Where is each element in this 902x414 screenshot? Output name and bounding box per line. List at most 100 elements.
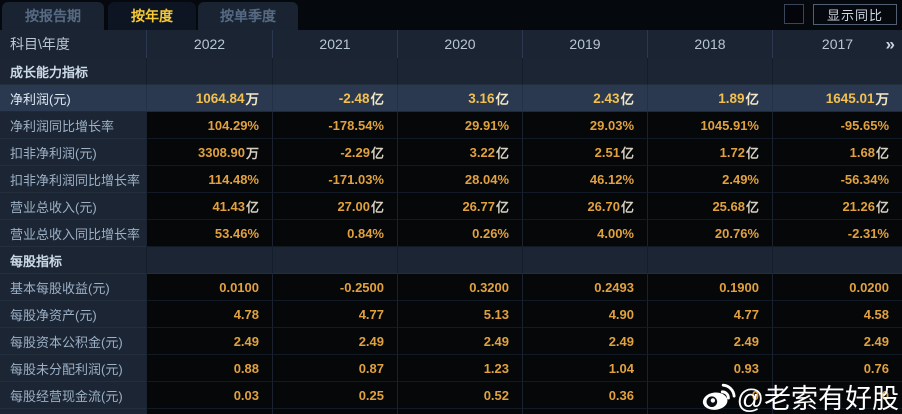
value-cell: 26.77 亿 bbox=[397, 193, 522, 220]
year-header-2017: 2017 » bbox=[772, 30, 902, 58]
value-cell bbox=[146, 409, 272, 414]
row-label: 每股指标 bbox=[0, 247, 146, 274]
value-cell: 21.26 亿 bbox=[772, 193, 902, 220]
value-cell bbox=[772, 247, 902, 274]
table-row[interactable]: 扣非净利润同比增长率 114.48% -171.03% 28.04% 46.12% 2.4… bbox=[0, 166, 902, 193]
value-cell bbox=[272, 58, 397, 85]
row-label: 每股未分配利润(元) bbox=[0, 355, 146, 382]
value-cell: -178.54% bbox=[272, 112, 397, 139]
row-label: 每股资本公积金(元) bbox=[0, 328, 146, 355]
value-unit: 亿 bbox=[370, 199, 384, 215]
value-cell: 0.03 bbox=[146, 382, 272, 409]
value-cell: 0.93 bbox=[647, 355, 772, 382]
row-label: 每股净资产(元) bbox=[0, 301, 146, 328]
table-row[interactable]: 每股净资产(元) 4.78 4.77 5.13 4.90 4.77 4.58 bbox=[0, 301, 902, 328]
table-row[interactable]: 净利润同比增长率 104.29% -178.54% 29.91% 29.03% 1045.… bbox=[0, 112, 902, 139]
value-cell bbox=[772, 409, 902, 414]
value-cell: 114.48% bbox=[146, 166, 272, 193]
value-unit: 亿 bbox=[495, 199, 509, 215]
value-cell: 4.77 bbox=[272, 301, 397, 328]
value-unit: 亿 bbox=[745, 199, 759, 215]
value-unit: 亿 bbox=[875, 199, 889, 215]
value-cell: 2.49% bbox=[647, 166, 772, 193]
value-unit: 亿 bbox=[370, 145, 384, 161]
table-row[interactable]: 每股经营现金流(元) 0.03 0.25 0.52 0.36 0 0 bbox=[0, 382, 902, 409]
value-unit: 亿 bbox=[620, 145, 634, 161]
table-row[interactable]: 扣非净利润(元) 3308.90 万 -2.29 亿 3.22 亿 2.51 亿 1.72 亿 1.6… bbox=[0, 139, 902, 166]
year-header-2018: 2018 bbox=[647, 30, 772, 58]
value-cell bbox=[397, 409, 522, 414]
row-label: 净利润(元) bbox=[0, 85, 146, 112]
value-cell: 4.77 bbox=[647, 301, 772, 328]
show-yoy-label[interactable]: 显示同比 bbox=[813, 4, 897, 25]
row-label: 基本每股收益(元) bbox=[0, 274, 146, 301]
table-row[interactable]: 营业总收入(元) 41.43 亿 27.00 亿 26.77 亿 26.70 亿 25.68 亿 21… bbox=[0, 193, 902, 220]
section-row[interactable]: 每股指标 bbox=[0, 247, 902, 274]
year-header-2021: 2021 bbox=[272, 30, 397, 58]
table-row[interactable] bbox=[0, 409, 902, 414]
value-cell: 0.26% bbox=[397, 220, 522, 247]
tab-by-single-quarter[interactable]: 按单季度 bbox=[198, 2, 298, 30]
value-cell: 1.23 bbox=[397, 355, 522, 382]
value-unit: 万 bbox=[245, 92, 260, 107]
table-row[interactable]: 净利润(元) 1064.84 万 -2.48 亿 3.16 亿 2.43 亿 1.89 亿 1645.… bbox=[0, 85, 902, 112]
section-row[interactable]: 成长能力指标 bbox=[0, 58, 902, 85]
value-cell: 2.49 bbox=[522, 328, 647, 355]
value-cell: 4.58 bbox=[772, 301, 902, 328]
value-cell bbox=[146, 247, 272, 274]
value-cell: 3.22 亿 bbox=[397, 139, 522, 166]
value-cell: 2.51 亿 bbox=[522, 139, 647, 166]
value-cell: 2.49 bbox=[772, 328, 902, 355]
financial-table: 科目\年度 2022 2021 2020 2019 2018 2017 » 成长… bbox=[0, 30, 902, 414]
value-cell: 20.76% bbox=[647, 220, 772, 247]
value-cell bbox=[397, 58, 522, 85]
row-label bbox=[0, 409, 146, 414]
value-cell: -171.03% bbox=[272, 166, 397, 193]
table-header-row: 科目\年度 2022 2021 2020 2019 2018 2017 » bbox=[0, 30, 902, 58]
value-cell bbox=[272, 409, 397, 414]
value-cell bbox=[647, 247, 772, 274]
value-cell: 0.2493 bbox=[522, 274, 647, 301]
tab-by-year[interactable]: 按年度 bbox=[108, 2, 196, 30]
value-unit: 万 bbox=[875, 92, 890, 107]
show-yoy-checkbox[interactable] bbox=[784, 4, 804, 24]
table-row[interactable]: 每股未分配利润(元) 0.88 0.87 1.23 1.04 0.93 0.76 bbox=[0, 355, 902, 382]
table-row[interactable]: 基本每股收益(元) 0.0100 -0.2500 0.3200 0.2493 0.1900… bbox=[0, 274, 902, 301]
value-cell: 0.36 bbox=[522, 382, 647, 409]
table-row[interactable]: 每股资本公积金(元) 2.49 2.49 2.49 2.49 2.49 2.49 bbox=[0, 328, 902, 355]
value-cell bbox=[772, 58, 902, 85]
value-cell: 27.00 亿 bbox=[272, 193, 397, 220]
row-label: 净利润同比增长率 bbox=[0, 112, 146, 139]
value-cell: 0.88 bbox=[146, 355, 272, 382]
value-cell bbox=[522, 247, 647, 274]
value-unit: 亿 bbox=[875, 145, 889, 161]
year-header-2020: 2020 bbox=[397, 30, 522, 58]
value-cell: 28.04% bbox=[397, 166, 522, 193]
value-cell: 1.72 亿 bbox=[647, 139, 772, 166]
value-cell: 0.1900 bbox=[647, 274, 772, 301]
more-years-button[interactable]: » bbox=[885, 34, 895, 54]
value-cell: -2.48 亿 bbox=[272, 85, 397, 112]
watermark-handle: @老索有好股 bbox=[736, 384, 899, 414]
table-row[interactable]: 营业总收入同比增长率 53.46% 0.84% 0.26% 4.00% 20.76% -2.… bbox=[0, 220, 902, 247]
year-header-2022: 2022 bbox=[146, 30, 272, 58]
value-cell: 0.87 bbox=[272, 355, 397, 382]
table-body: 成长能力指标 净利润(元) 1064.84 万 -2.48 亿 3.16 亿 2.43 亿 1.89… bbox=[0, 58, 902, 414]
row-label: 营业总收入同比增长率 bbox=[0, 220, 146, 247]
value-unit: 亿 bbox=[620, 92, 635, 107]
value-unit: 万 bbox=[245, 145, 259, 161]
value-cell: 0.25 bbox=[272, 382, 397, 409]
value-cell: 0.0100 bbox=[146, 274, 272, 301]
row-label: 扣非净利润同比增长率 bbox=[0, 166, 146, 193]
value-cell: 29.03% bbox=[522, 112, 647, 139]
row-label: 扣非净利润(元) bbox=[0, 139, 146, 166]
tab-by-report-period[interactable]: 按报告期 bbox=[2, 2, 104, 30]
value-cell: 1045.91% bbox=[647, 112, 772, 139]
value-cell: 2.49 bbox=[397, 328, 522, 355]
value-cell: 46.12% bbox=[522, 166, 647, 193]
value-unit: 亿 bbox=[495, 92, 510, 107]
value-cell: -95.65% bbox=[772, 112, 902, 139]
watermark: @老索有好股 bbox=[700, 383, 899, 414]
period-tabbar: 按报告期 按年度 按单季度 显示同比 bbox=[0, 0, 902, 30]
